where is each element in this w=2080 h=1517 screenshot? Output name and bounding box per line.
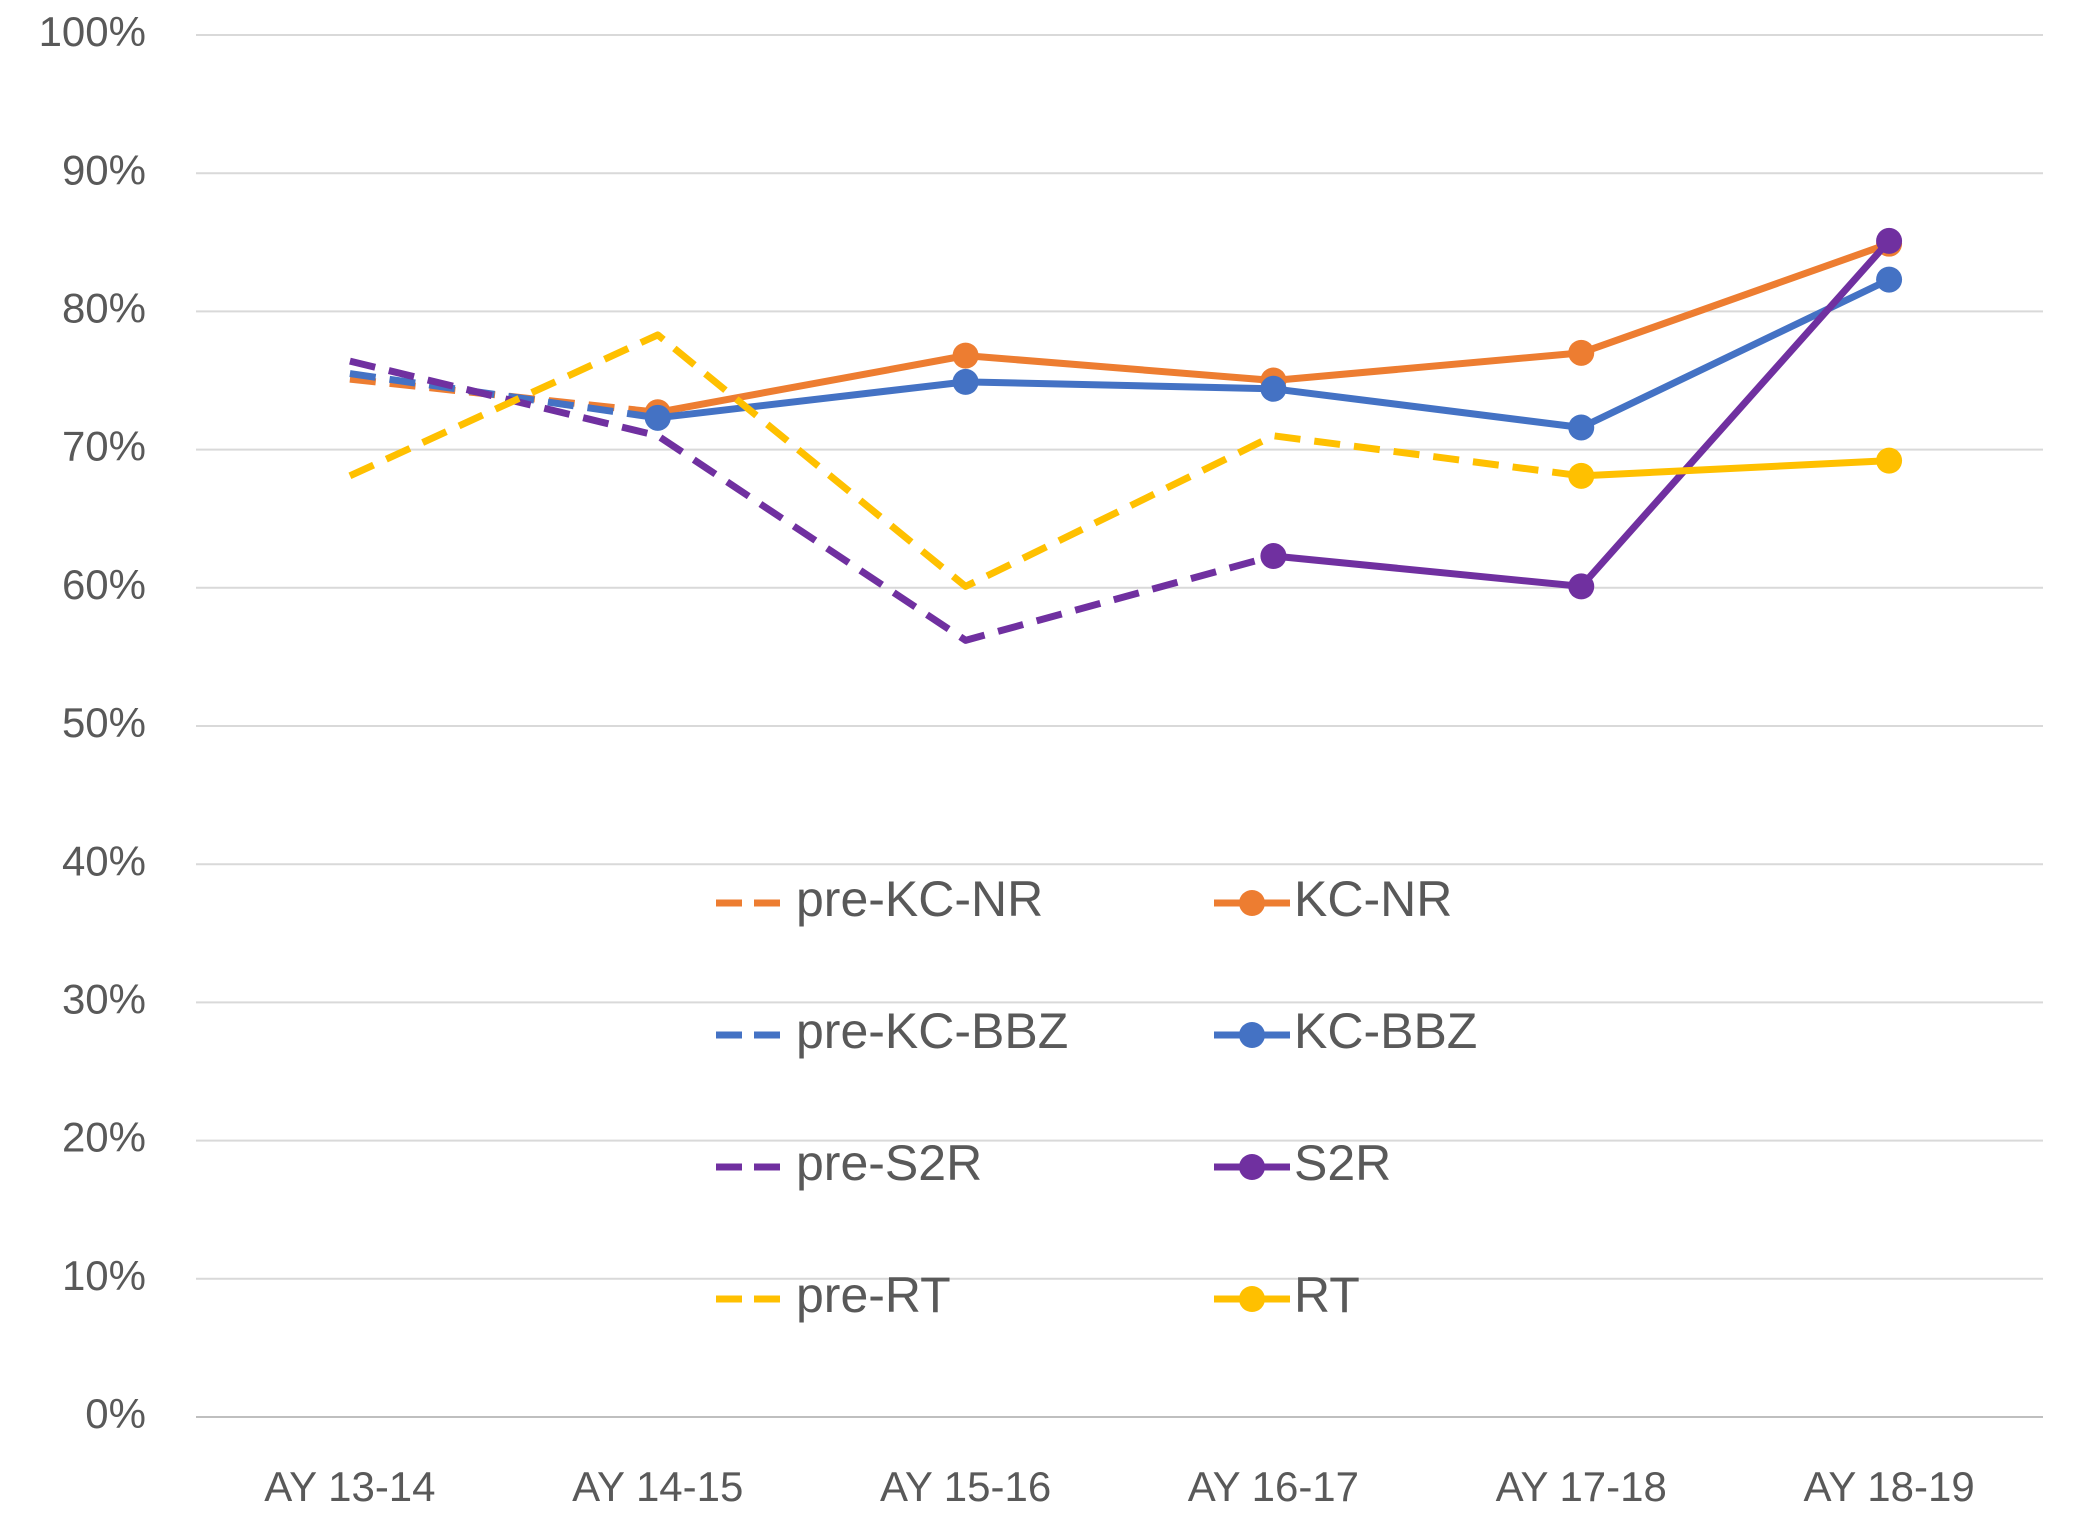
marker bbox=[952, 342, 979, 369]
legend-marker bbox=[1239, 1022, 1265, 1048]
legend-label: RT bbox=[1294, 1267, 1360, 1323]
marker bbox=[1568, 339, 1595, 366]
marker bbox=[1876, 447, 1903, 474]
legend-marker bbox=[1239, 890, 1265, 916]
legend-label: KC-BBZ bbox=[1294, 1003, 1477, 1059]
marker bbox=[1876, 266, 1903, 293]
x-tick-label: AY 13-14 bbox=[264, 1463, 435, 1510]
legend-marker bbox=[1239, 1154, 1265, 1180]
marker bbox=[952, 368, 979, 395]
series-line bbox=[349, 375, 659, 416]
y-tick-label: 80% bbox=[62, 284, 146, 331]
x-tick-label: AY 15-16 bbox=[880, 1463, 1051, 1510]
y-tick-label: 20% bbox=[62, 1114, 146, 1161]
legend-label: pre-KC-NR bbox=[796, 871, 1043, 927]
x-tick-label: AY 17-18 bbox=[1496, 1463, 1667, 1510]
x-tick-label: AY 14-15 bbox=[572, 1463, 743, 1510]
marker bbox=[1568, 462, 1595, 489]
legend-label: pre-KC-BBZ bbox=[796, 1003, 1068, 1059]
series-line bbox=[348, 331, 1582, 590]
series-line bbox=[657, 276, 1891, 431]
series-line bbox=[349, 370, 659, 422]
legend-label: pre-RT bbox=[796, 1267, 951, 1323]
marker bbox=[1260, 543, 1287, 570]
y-tick-label: 40% bbox=[62, 837, 146, 884]
legend-label: S2R bbox=[1294, 1135, 1391, 1191]
y-tick-label: 50% bbox=[62, 699, 146, 746]
y-tick-label: 0% bbox=[85, 1390, 146, 1437]
y-tick-label: 100% bbox=[39, 8, 146, 55]
series-line bbox=[1273, 238, 1892, 590]
marker bbox=[1568, 573, 1595, 600]
legend-marker bbox=[1239, 1286, 1265, 1312]
y-tick-label: 30% bbox=[62, 975, 146, 1022]
marker bbox=[1876, 227, 1903, 254]
marker bbox=[1260, 375, 1287, 402]
marker bbox=[644, 404, 671, 431]
y-tick-label: 90% bbox=[62, 146, 146, 193]
x-tick-label: AY 18-19 bbox=[1803, 1463, 1974, 1510]
legend-label: pre-S2R bbox=[796, 1135, 982, 1191]
series-line bbox=[349, 357, 1275, 644]
y-tick-label: 10% bbox=[62, 1252, 146, 1299]
marker bbox=[1568, 414, 1595, 441]
y-tick-label: 70% bbox=[62, 423, 146, 470]
series-line bbox=[1581, 457, 1890, 480]
legend-label: KC-NR bbox=[1294, 871, 1452, 927]
x-tick-label: AY 16-17 bbox=[1188, 1463, 1359, 1510]
y-tick-label: 60% bbox=[62, 561, 146, 608]
